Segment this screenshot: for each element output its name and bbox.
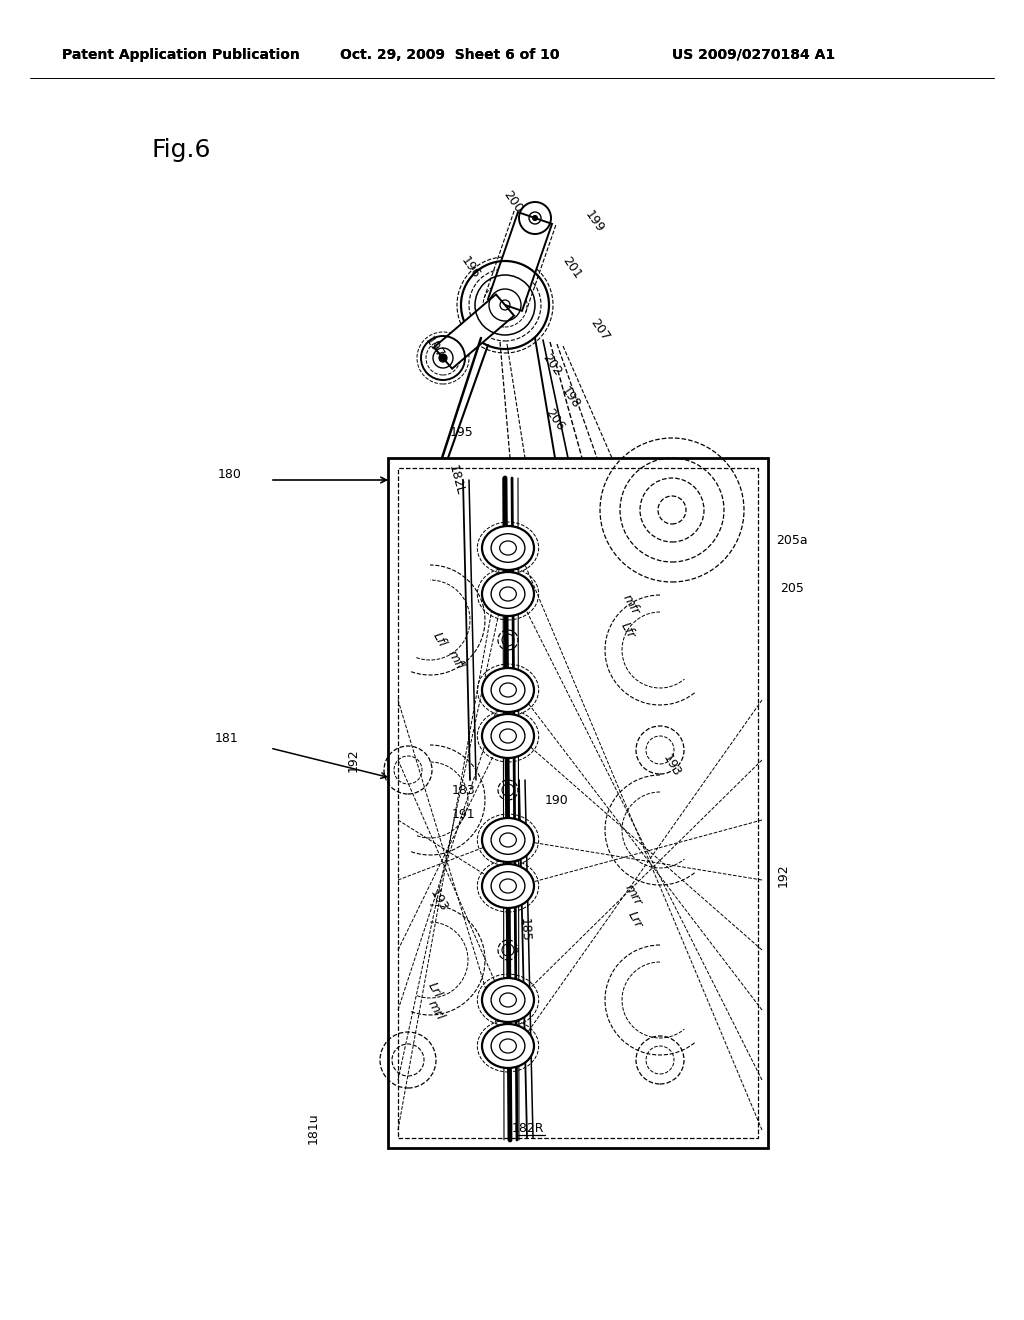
Ellipse shape xyxy=(482,668,534,711)
Text: 201: 201 xyxy=(560,255,585,281)
Text: Lfl: Lfl xyxy=(430,631,449,649)
Ellipse shape xyxy=(492,1032,525,1060)
Ellipse shape xyxy=(500,833,516,847)
Text: Lrl: Lrl xyxy=(425,979,444,1001)
Ellipse shape xyxy=(500,1039,516,1053)
Text: 196: 196 xyxy=(458,255,482,281)
Ellipse shape xyxy=(492,826,525,854)
Text: US 2009/0270184 A1: US 2009/0270184 A1 xyxy=(672,48,836,62)
Text: mfr: mfr xyxy=(620,593,642,618)
Ellipse shape xyxy=(500,541,516,554)
Ellipse shape xyxy=(492,986,525,1014)
Ellipse shape xyxy=(492,533,525,562)
Text: Lfr: Lfr xyxy=(618,619,638,640)
Text: Fig.6: Fig.6 xyxy=(152,139,212,162)
Text: mrr: mrr xyxy=(622,882,644,908)
Text: 180: 180 xyxy=(218,467,242,480)
Polygon shape xyxy=(434,294,514,368)
Ellipse shape xyxy=(482,572,534,616)
Ellipse shape xyxy=(482,714,534,758)
Text: Oct. 29, 2009  Sheet 6 of 10: Oct. 29, 2009 Sheet 6 of 10 xyxy=(340,48,559,62)
Ellipse shape xyxy=(500,682,516,697)
Ellipse shape xyxy=(482,978,534,1022)
Text: Oct. 29, 2009  Sheet 6 of 10: Oct. 29, 2009 Sheet 6 of 10 xyxy=(340,48,559,62)
Text: 207: 207 xyxy=(588,317,612,343)
Text: 185: 185 xyxy=(518,917,531,942)
Text: 183: 183 xyxy=(452,784,476,796)
Text: Lrr: Lrr xyxy=(625,909,645,931)
Text: mfl: mfl xyxy=(445,648,466,672)
Ellipse shape xyxy=(492,579,525,609)
Ellipse shape xyxy=(492,871,525,900)
Bar xyxy=(398,469,758,1138)
Text: 206: 206 xyxy=(543,407,567,433)
Text: 191: 191 xyxy=(452,808,475,821)
Text: 192: 192 xyxy=(776,863,790,887)
Text: 202: 202 xyxy=(540,351,564,379)
Ellipse shape xyxy=(482,818,534,862)
Text: 197: 197 xyxy=(422,334,446,362)
Ellipse shape xyxy=(500,879,516,894)
Bar xyxy=(388,458,768,1148)
Text: 193: 193 xyxy=(427,887,451,913)
Text: Patent Application Publication: Patent Application Publication xyxy=(62,48,300,62)
Text: 205: 205 xyxy=(780,582,804,594)
Text: 205a: 205a xyxy=(776,533,808,546)
Text: US 2009/0270184 A1: US 2009/0270184 A1 xyxy=(672,48,836,62)
Text: 182R: 182R xyxy=(512,1122,544,1134)
Text: 192: 192 xyxy=(346,748,359,772)
Ellipse shape xyxy=(482,525,534,570)
Ellipse shape xyxy=(500,993,516,1007)
Text: mrl: mrl xyxy=(425,998,446,1022)
Text: Patent Application Publication: Patent Application Publication xyxy=(62,48,300,62)
Ellipse shape xyxy=(500,729,516,743)
Circle shape xyxy=(532,215,538,220)
Text: 193: 193 xyxy=(660,751,683,779)
Ellipse shape xyxy=(482,865,534,908)
Polygon shape xyxy=(488,213,552,312)
Ellipse shape xyxy=(482,1024,534,1068)
Text: 182L: 182L xyxy=(445,463,466,496)
Text: 200: 200 xyxy=(501,189,525,215)
Ellipse shape xyxy=(492,722,525,750)
Text: 199: 199 xyxy=(582,209,606,235)
Ellipse shape xyxy=(492,676,525,705)
Text: 195: 195 xyxy=(450,425,474,438)
Circle shape xyxy=(439,354,447,362)
Text: 181u: 181u xyxy=(306,1113,319,1144)
Text: 198: 198 xyxy=(558,384,583,412)
Text: 190: 190 xyxy=(545,793,568,807)
Text: 181: 181 xyxy=(215,731,239,744)
Ellipse shape xyxy=(500,587,516,601)
